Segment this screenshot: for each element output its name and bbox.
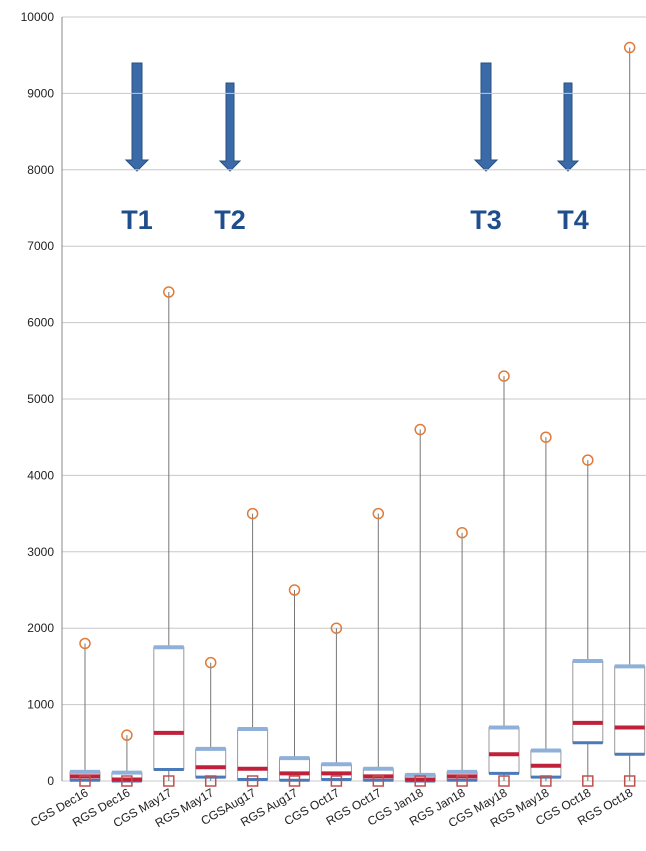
max-marker [79,637,91,650]
min-marker [163,775,175,787]
box [279,757,310,781]
y-tick-label: 4000 [27,468,54,482]
min-marker [498,775,510,787]
min-marker [246,775,259,787]
arrow [556,82,580,172]
min-marker [582,775,594,787]
box [195,748,227,778]
min-marker [456,775,468,787]
box [488,727,520,774]
min-marker [288,775,301,787]
max-marker [582,454,594,466]
y-tick-label: 0 [47,774,54,788]
min-marker [623,775,636,787]
box [614,665,646,755]
max-marker [288,584,301,596]
min-marker [204,775,217,787]
y-tick-label: 6000 [27,316,54,330]
min-marker [372,775,385,787]
max-marker [330,622,343,634]
min-marker [540,775,552,787]
min-marker [79,775,91,787]
arrows [124,62,580,172]
min-marker [121,775,133,787]
arrow [473,62,499,172]
annotation: T4 [557,205,589,235]
max-marker [372,507,385,520]
box [237,728,269,780]
max-marker [623,41,636,54]
y-tick-label: 10000 [21,10,55,24]
max-marker [121,729,133,741]
arrow [218,82,242,172]
y-tick-label: 1000 [27,698,54,712]
max-marker [414,423,426,436]
max-marker [540,431,552,443]
max-marker [498,370,510,382]
box [572,660,604,744]
y-tick-label: 9000 [27,86,54,100]
y-tick-label: 3000 [27,545,54,559]
min-marker [330,775,343,787]
y-tick-label: 5000 [27,392,54,406]
max-marker [163,286,175,298]
min-marker [414,775,426,787]
max-marker [246,507,259,520]
y-tick-label: 8000 [27,163,54,177]
max-marker [204,656,217,669]
max-marker [456,526,468,539]
box [153,646,185,771]
annotation: T2 [214,205,246,235]
y-tick-label: 7000 [27,239,54,253]
arrow [124,62,150,172]
y-tick-label: 2000 [27,621,54,635]
annotation: T1 [121,205,153,235]
annotation: T3 [470,205,502,235]
